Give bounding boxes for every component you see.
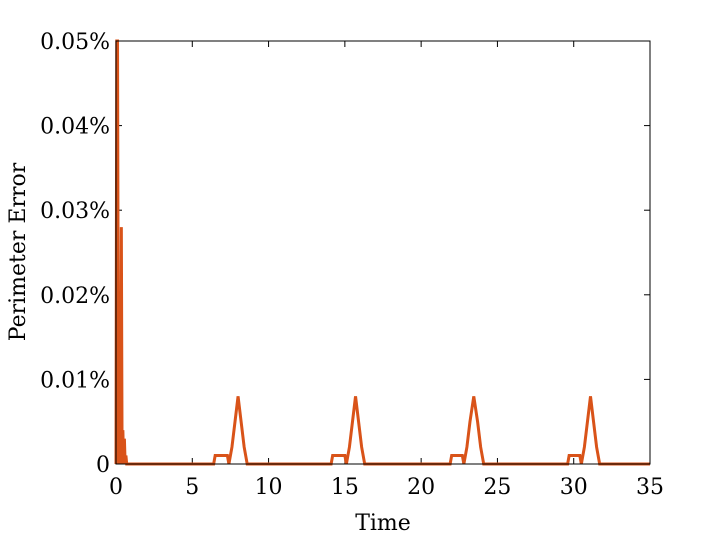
x-tick-label: 35: [636, 475, 664, 500]
x-tick-label: 5: [185, 475, 199, 500]
x-tick-label: 25: [483, 475, 511, 500]
y-tick-label: 0.05%: [40, 30, 110, 55]
plot-area: [116, 41, 650, 464]
y-tick-label: 0.01%: [40, 368, 110, 393]
y-tick-label: 0.03%: [40, 199, 110, 224]
plot-frame: [115, 40, 651, 465]
x-tick-label: 0: [109, 475, 123, 500]
y-tick-label: 0.02%: [40, 284, 110, 309]
x-tick-label: 30: [560, 475, 588, 500]
tick-labels: 0 5 10 15 20 25 30 35 0 0.01% 0.02% 0.03% 0.04% 0.05%: [40, 30, 664, 500]
series-line: [114, 39, 650, 466]
x-tick-label: 10: [255, 475, 283, 500]
x-tick-label: 20: [407, 475, 435, 500]
y-tick-label: 0: [96, 453, 110, 478]
y-axis-title: Perimeter Error: [6, 162, 31, 341]
x-axis-title: Time: [355, 511, 411, 536]
x-tick-label: 15: [331, 475, 359, 500]
y-tick-label: 0.04%: [40, 115, 110, 140]
